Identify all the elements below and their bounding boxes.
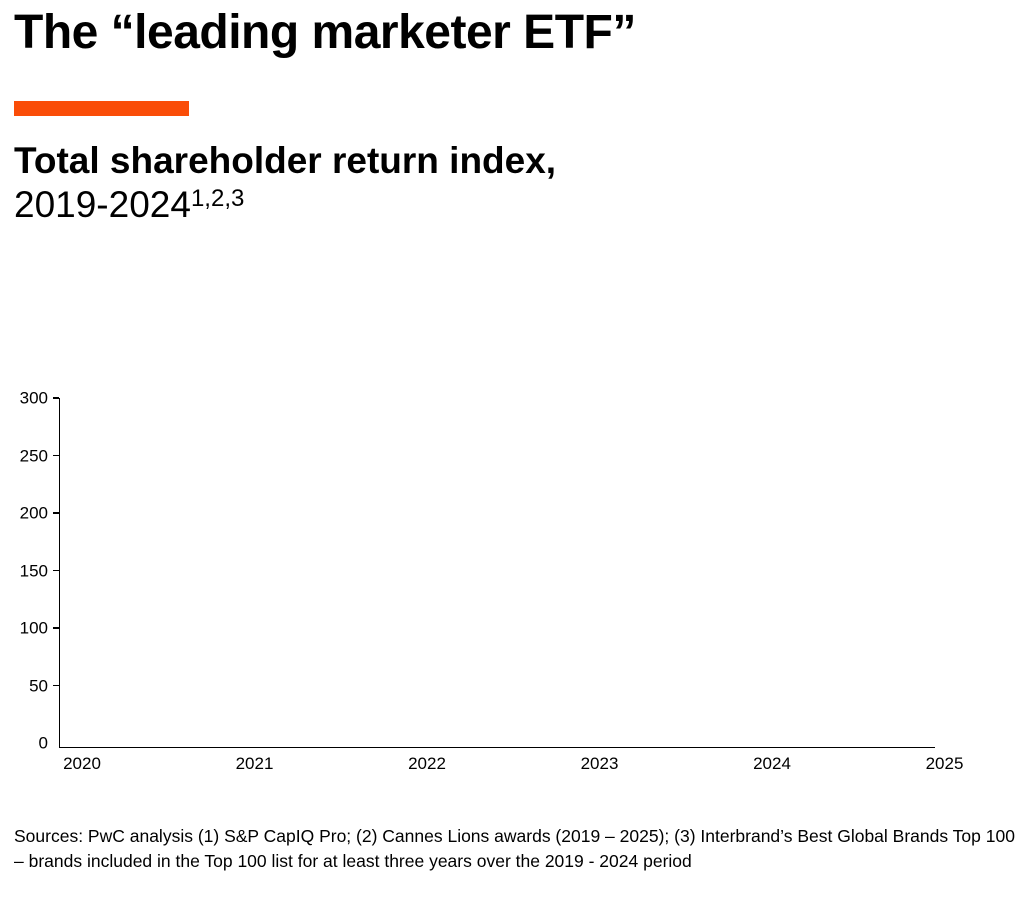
subtitle-period: 2019-2024 [14,184,191,225]
y-tick-mark [52,627,59,629]
x-tick-label: 2024 [753,754,791,773]
y-tick-label: 150 [19,561,48,580]
subtitle-line1: Total shareholder return index, [14,140,557,181]
y-tick-label: 100 [19,618,48,638]
chart-plot-area: 0 50 100 150 200 250 300 2020 2021 2022 2023 2024 20… [20,390,964,773]
x-tick-label: 2021 [235,754,274,773]
footnote-refs: 1,2,3 [190,185,245,212]
subtitle-line2: 2019-20241,2,3 [14,183,556,227]
x-tick-label: 2025 [925,754,964,773]
y-tick-label: 200 [19,503,48,523]
accent-bar [14,101,189,116]
page-title: The “leading marketer ETF” [14,6,636,59]
chart-subtitle: Total shareholder return index, 2019-202… [14,139,556,227]
sources-note: Sources: PwC analysis (1) S&P CapIQ Pro;… [14,826,1015,871]
y-tick-label: 0 [38,733,48,753]
y-tick-mark [52,684,59,687]
y-tick-mark [52,397,59,399]
y-tick-label: 300 [19,388,48,408]
y-tick-mark [52,569,59,572]
y-tick-label: 250 [19,446,48,465]
y-tick-label: 50 [29,676,48,695]
y-tick-mark [52,512,59,514]
x-tick-label: 2020 [63,754,101,773]
y-tick-mark [52,454,59,457]
x-tick-label: 2023 [580,754,619,773]
x-tick-label: 2022 [408,754,446,773]
